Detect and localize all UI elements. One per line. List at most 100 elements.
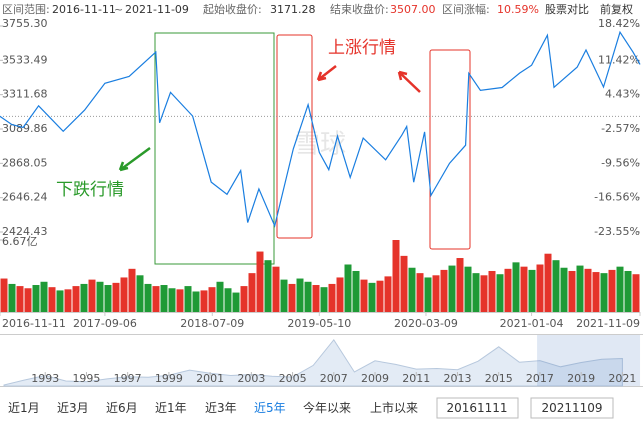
volume-bar xyxy=(256,251,264,312)
range-button[interactable]: 近3月 xyxy=(57,401,89,415)
navigator-tick-label: 1999 xyxy=(155,372,183,385)
navigator-tick-label: 2019 xyxy=(567,372,595,385)
volume-bar xyxy=(352,270,360,312)
volume-bar xyxy=(208,287,216,312)
volume-bar xyxy=(560,267,568,312)
volume-bar xyxy=(440,269,448,312)
volume-bar xyxy=(304,281,312,312)
y-tick-label: 3533.49 xyxy=(2,53,48,66)
volume-bar xyxy=(472,273,480,312)
volume-bar xyxy=(160,285,168,312)
volume-bar xyxy=(248,273,256,312)
volume-bar xyxy=(232,292,240,312)
volume-bar xyxy=(616,266,624,312)
y-tick-label: 2646.24 xyxy=(2,191,48,204)
y-tick-label: 2424.43 xyxy=(2,225,48,238)
navigator-tick-label: 1993 xyxy=(31,372,59,385)
volume-bar xyxy=(184,286,192,312)
volume-bar xyxy=(568,270,576,312)
volume-bar xyxy=(576,265,584,312)
volume-bar xyxy=(152,286,160,312)
down-box xyxy=(154,32,275,265)
volume-bar xyxy=(56,290,64,312)
arrow xyxy=(397,70,421,93)
volume-bar xyxy=(504,268,512,312)
volume-bar xyxy=(600,273,608,312)
y2-tick-label: 18.42% xyxy=(598,17,640,30)
x-tick-label: 2020-03-09 xyxy=(394,317,458,330)
volume-bar xyxy=(544,253,552,312)
volume-bar xyxy=(296,278,304,312)
volume-bar xyxy=(336,277,344,312)
volume-bar xyxy=(320,287,328,312)
volume-bar xyxy=(528,269,536,312)
y2-tick-label: 11.42% xyxy=(598,53,640,66)
volume-bar xyxy=(584,268,592,312)
range-label: 区间范围: xyxy=(2,2,50,16)
annotation-up: 上涨行情 xyxy=(328,38,396,58)
volume-bar xyxy=(16,286,24,312)
volume-bar xyxy=(488,270,496,312)
range-sep: ~ xyxy=(114,3,123,16)
range-button[interactable]: 今年以来 xyxy=(303,400,351,415)
range-button[interactable]: 近1月 xyxy=(8,401,40,415)
volume-bar xyxy=(392,240,400,312)
navigator-selection[interactable] xyxy=(537,335,641,386)
end-input[interactable] xyxy=(530,397,614,419)
volume-bar xyxy=(624,270,632,312)
volume-bar xyxy=(0,278,8,312)
volume-bar xyxy=(288,283,296,312)
volume-bar xyxy=(360,279,368,312)
volume-bar xyxy=(464,266,472,312)
x-tick-label: 2017-09-06 xyxy=(73,317,137,330)
volume-bar xyxy=(96,281,104,312)
navigator-tick-label: 1997 xyxy=(114,372,142,385)
volume-bar xyxy=(240,286,248,312)
navigator-tick-label: 2001 xyxy=(196,372,224,385)
volume-bar xyxy=(400,255,408,312)
range-start: 2016-11-11 xyxy=(52,3,116,16)
y2-tick-label: -16.56% xyxy=(594,191,640,204)
navigator-tick-label: 2015 xyxy=(485,372,513,385)
range-button[interactable]: 近5年 xyxy=(254,401,286,415)
volume-bar xyxy=(136,275,144,312)
adjust-button[interactable]: 前复权 xyxy=(600,2,633,16)
volume-bar xyxy=(608,269,616,312)
volume-bar xyxy=(552,260,560,312)
volume-bar xyxy=(424,277,432,312)
volume-bar xyxy=(200,290,208,312)
volume-bar xyxy=(144,283,152,312)
start-input[interactable] xyxy=(436,397,519,419)
volume-bar xyxy=(520,266,528,312)
range-button[interactable]: 近1年 xyxy=(155,401,187,415)
x-tick-label: 2018-07-09 xyxy=(180,317,244,330)
volume-bar xyxy=(48,287,56,312)
navigator-tick-label: 2017 xyxy=(526,372,554,385)
volume-bar xyxy=(272,266,280,312)
watermark: 雪球 xyxy=(294,130,346,160)
start-input-text[interactable]: 20161111 xyxy=(446,401,507,415)
y-tick-label: 3089.86 xyxy=(2,122,48,135)
annotation-down: 下跌行情 xyxy=(56,180,124,200)
volume-bar xyxy=(592,272,600,312)
volume-bar xyxy=(80,283,88,312)
end-input-text[interactable]: 20211109 xyxy=(541,401,602,415)
volume-bar xyxy=(432,275,440,312)
volume-bar xyxy=(536,264,544,312)
volume-bar xyxy=(480,275,488,312)
volume-bar xyxy=(24,288,32,312)
volume-bar xyxy=(8,283,16,312)
volume-bar xyxy=(368,282,376,312)
range-button[interactable]: 近6月 xyxy=(106,401,138,415)
x-tick-label: 2019-05-10 xyxy=(287,317,351,330)
range-button[interactable]: 上市以来 xyxy=(370,400,418,415)
volume-bar xyxy=(72,286,80,312)
change: 10.59% xyxy=(497,3,539,16)
compare-button[interactable]: 股票对比 xyxy=(545,2,589,16)
range-button[interactable]: 近3年 xyxy=(205,401,237,415)
volume-bar xyxy=(512,262,520,312)
navigator-tick-label: 2009 xyxy=(361,372,389,385)
volume-bar xyxy=(88,279,96,312)
volume-bar xyxy=(408,267,416,312)
